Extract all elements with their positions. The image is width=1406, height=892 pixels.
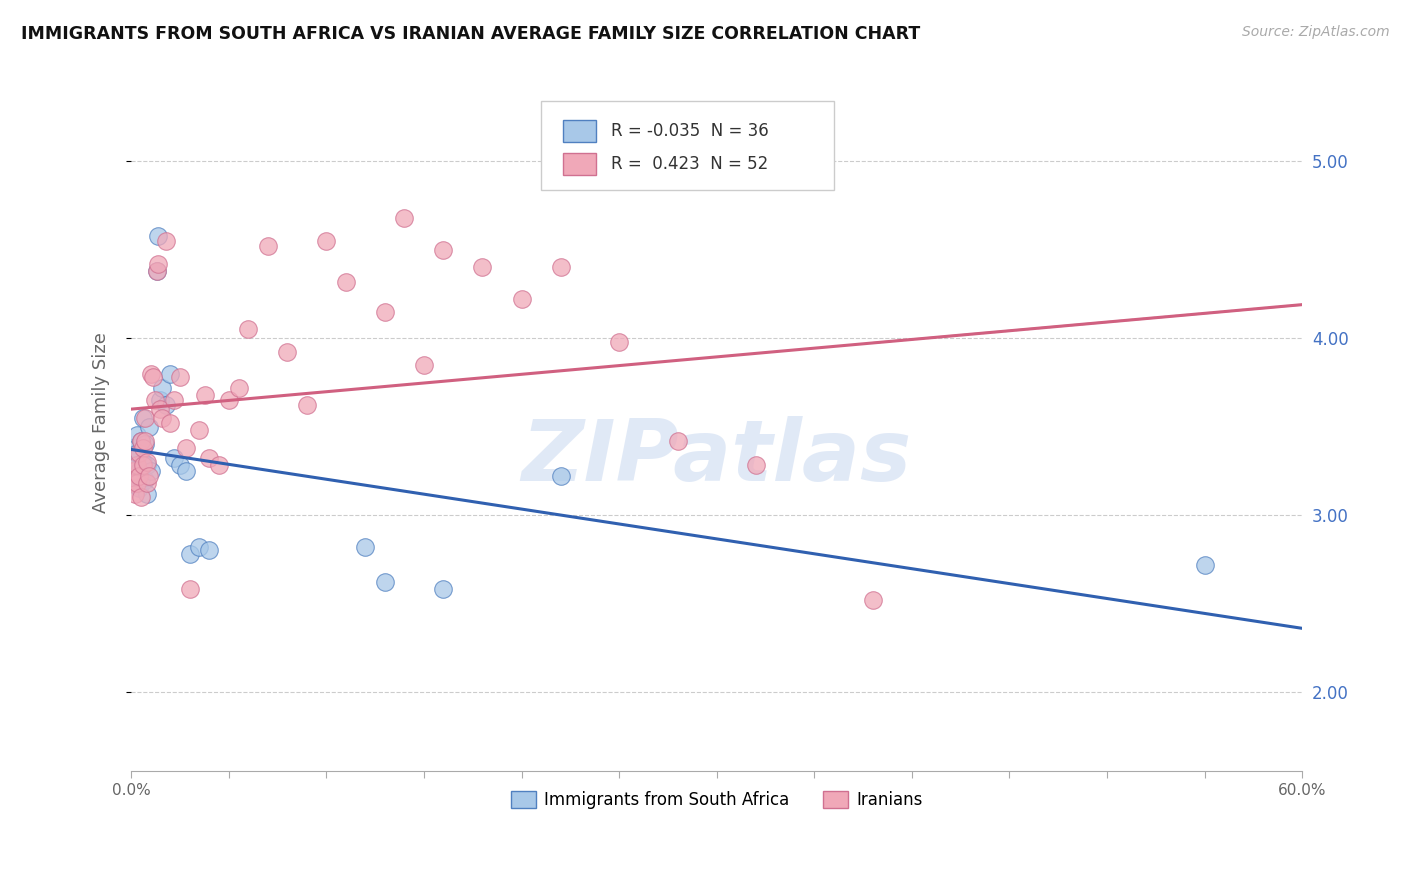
Point: [550, 260, 572, 275]
Point: [150, 381, 173, 395]
Point: [238, 322, 260, 336]
Point: [374, 304, 396, 318]
Point: [374, 575, 396, 590]
Text: R = -0.035  N = 36: R = -0.035 N = 36: [612, 122, 769, 140]
Point: [159, 416, 181, 430]
Point: [198, 451, 221, 466]
Point: [124, 487, 146, 501]
Point: [150, 410, 173, 425]
Point: [188, 423, 211, 437]
Point: [148, 257, 170, 271]
Text: IMMIGRANTS FROM SOUTH AFRICA VS IRANIAN AVERAGE FAMILY SIZE CORRELATION CHART: IMMIGRANTS FROM SOUTH AFRICA VS IRANIAN …: [21, 25, 921, 43]
Point: [135, 455, 157, 469]
Point: [128, 469, 150, 483]
Point: [394, 211, 416, 225]
Point: [132, 455, 155, 469]
Point: [607, 334, 630, 349]
Point: [122, 441, 145, 455]
Point: [139, 367, 162, 381]
Point: [188, 540, 211, 554]
Point: [179, 547, 201, 561]
Point: [124, 476, 146, 491]
Point: [295, 398, 318, 412]
Point: [413, 358, 436, 372]
Point: [132, 441, 155, 455]
Point: [125, 428, 148, 442]
Point: [471, 260, 494, 275]
Text: R =  0.423  N = 52: R = 0.423 N = 52: [612, 155, 769, 173]
Bar: [564, 153, 596, 175]
Point: [129, 434, 152, 448]
Point: [129, 491, 152, 505]
Point: [122, 464, 145, 478]
Point: [129, 434, 152, 448]
Point: [432, 243, 454, 257]
Point: [134, 437, 156, 451]
Point: [745, 458, 768, 473]
Point: [138, 419, 160, 434]
Point: [138, 469, 160, 483]
Text: Source: ZipAtlas.com: Source: ZipAtlas.com: [1241, 25, 1389, 39]
Point: [148, 228, 170, 243]
Point: [163, 451, 186, 466]
Point: [276, 345, 298, 359]
Point: [125, 458, 148, 473]
Point: [155, 398, 177, 412]
Point: [135, 458, 157, 473]
Point: [128, 464, 150, 478]
Point: [132, 458, 155, 473]
Point: [228, 381, 250, 395]
Point: [128, 482, 150, 496]
Point: [132, 410, 155, 425]
Point: [208, 458, 231, 473]
Point: [135, 476, 157, 491]
Point: [145, 264, 167, 278]
Point: [134, 410, 156, 425]
Point: [149, 393, 172, 408]
Point: [142, 370, 165, 384]
Point: [550, 469, 572, 483]
Point: [174, 441, 197, 455]
Point: [354, 540, 377, 554]
Point: [194, 388, 217, 402]
Point: [218, 393, 240, 408]
Point: [122, 476, 145, 491]
Point: [125, 446, 148, 460]
Point: [315, 234, 337, 248]
Point: [134, 473, 156, 487]
Point: [149, 401, 172, 416]
Point: [135, 487, 157, 501]
Point: [432, 582, 454, 597]
Text: ZIPatlas: ZIPatlas: [522, 416, 912, 499]
Y-axis label: Average Family Size: Average Family Size: [93, 332, 110, 513]
Point: [666, 434, 689, 448]
Point: [159, 367, 181, 381]
Legend: Immigrants from South Africa, Iranians: Immigrants from South Africa, Iranians: [505, 784, 929, 815]
Point: [129, 473, 152, 487]
Point: [256, 239, 278, 253]
Point: [128, 446, 150, 460]
Point: [145, 264, 167, 278]
Point: [163, 393, 186, 408]
Point: [198, 543, 221, 558]
Point: [125, 476, 148, 491]
Point: [1194, 558, 1216, 572]
Point: [122, 469, 145, 483]
Point: [122, 455, 145, 469]
Point: [155, 234, 177, 248]
Point: [169, 458, 191, 473]
Point: [174, 464, 197, 478]
Point: [124, 458, 146, 473]
Point: [169, 370, 191, 384]
Point: [862, 593, 884, 607]
Point: [143, 393, 166, 408]
Point: [134, 434, 156, 448]
Point: [179, 582, 201, 597]
FancyBboxPatch shape: [541, 101, 834, 190]
Point: [510, 293, 533, 307]
Bar: [564, 120, 596, 142]
Point: [139, 464, 162, 478]
Point: [335, 275, 357, 289]
